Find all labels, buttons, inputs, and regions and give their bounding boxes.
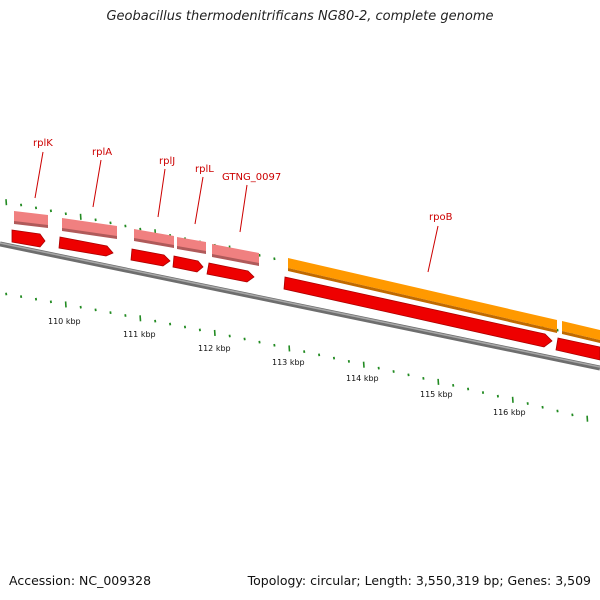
gene-rplL-cds[interactable] <box>172 255 204 273</box>
gene-rplA-cds[interactable] <box>58 236 114 257</box>
gene-GTNG_0097-feature[interactable] <box>212 244 259 266</box>
leader-rplK <box>34 151 44 199</box>
inner-tick-ring <box>5 292 589 422</box>
gene-rplK-cds[interactable] <box>11 229 46 248</box>
gene-GTNG_0097-cds[interactable] <box>206 262 255 283</box>
leader-rpoB <box>427 225 439 273</box>
genome-title: Geobacillus thermodenitrificans NG80-2, … <box>106 9 494 24</box>
leader-rplL <box>194 176 204 225</box>
genome-backbone-highlight <box>0 242 600 368</box>
gene-rplK-feature[interactable] <box>14 211 48 228</box>
gene-label-rpoB: rpoB <box>429 212 453 223</box>
scale-label-115kbp: 115 kbp <box>420 390 453 399</box>
gene-rplL-feature[interactable] <box>177 237 206 254</box>
scale-label-114kbp: 114 kbp <box>346 374 379 383</box>
gene-label-rplK: rplK <box>33 138 53 149</box>
scale-label-111kbp: 111 kbp <box>123 330 156 339</box>
gene-next-cds[interactable] <box>555 337 600 361</box>
gene-label-GTNG_0097: GTNG_0097 <box>222 172 281 183</box>
scale-label-112kbp: 112 kbp <box>198 344 231 353</box>
gene-rpoB-feature[interactable] <box>288 258 557 333</box>
gene-rplJ-feature[interactable] <box>134 229 174 248</box>
gene-next-feature[interactable] <box>562 321 600 343</box>
gene-label-rplJ: rplJ <box>159 156 175 167</box>
gene-label-rplA: rplA <box>92 147 112 158</box>
gene-rplJ-cds[interactable] <box>130 248 171 267</box>
genome-backbone <box>0 241 600 371</box>
gene-rpoB-cds[interactable] <box>283 276 553 348</box>
genome-summary-text: Topology: circular; Length: 3,550,319 bp… <box>247 573 591 588</box>
leader-rplA <box>92 159 102 208</box>
leader-rplJ <box>157 168 166 218</box>
accession-text: Accession: NC_009328 <box>9 573 152 588</box>
gene-rplA-feature[interactable] <box>62 218 117 239</box>
scale-label-110kbp: 110 kbp <box>48 317 81 326</box>
scale-label-113kbp: 113 kbp <box>272 358 305 367</box>
scale-label-116kbp: 116 kbp <box>493 408 526 417</box>
leader-GTNG_0097 <box>239 184 248 233</box>
gene-label-rplL: rplL <box>195 164 214 175</box>
